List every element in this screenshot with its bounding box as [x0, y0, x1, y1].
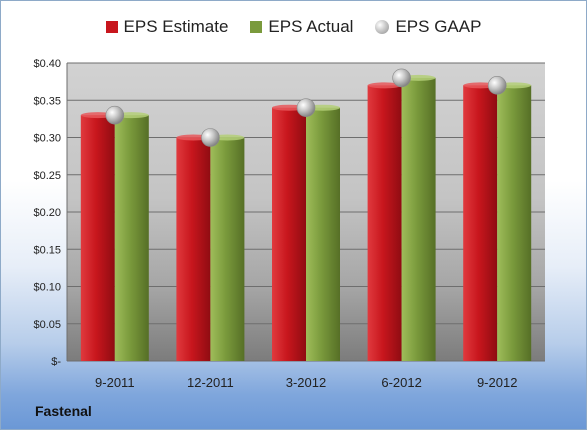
bar-eps-estimate-cap	[367, 82, 402, 89]
bar-eps-estimate	[176, 137, 211, 361]
legend-swatch-actual	[250, 21, 263, 33]
legend-label-gaap: EPS GAAP	[395, 17, 482, 36]
marker-eps-gaap	[296, 98, 316, 117]
legend-marker-gaap	[375, 20, 390, 34]
bars	[80, 74, 532, 362]
y-tick-label: $0.35	[33, 95, 61, 107]
bar-eps-actual	[114, 115, 149, 362]
x-axis-ticks: 9-2011 12-2011 3-2012 6-2012 9-2012	[95, 375, 517, 390]
y-tick-label: $0.20	[33, 207, 61, 219]
legend-swatch-estimate	[105, 21, 118, 33]
bar-eps-actual	[210, 137, 245, 361]
bar-eps-actual	[497, 85, 532, 361]
y-tick-label: $0.15	[33, 244, 61, 256]
y-axis-ticks: $- $0.05 $0.10 $0.15 $0.20 $0.25 $0.30 $0.35 $0.…	[33, 58, 61, 368]
x-tick-label: 9-2012	[477, 375, 517, 390]
legend: EPS Estimate EPS Actual EPS GAAP	[1, 17, 586, 37]
legend-item-estimate: EPS Estimate	[105, 17, 229, 37]
y-tick-label: $0.40	[33, 58, 61, 70]
y-tick-label: $0.10	[33, 282, 61, 294]
company-name: Fastenal	[35, 403, 92, 419]
bar-eps-estimate	[463, 85, 498, 361]
y-tick-label: $0.30	[33, 133, 61, 145]
y-tick-label: $0.05	[33, 319, 61, 331]
x-tick-label: 6-2012	[381, 375, 421, 390]
marker-eps-gaap	[105, 105, 125, 125]
y-tick-label: $-	[51, 356, 61, 368]
legend-label-actual: EPS Actual	[268, 17, 354, 36]
x-tick-label: 12-2011	[187, 375, 234, 390]
marker-eps-gaap	[201, 128, 220, 147]
gaap-markers	[105, 68, 507, 147]
legend-label-estimate: EPS Estimate	[123, 17, 229, 36]
legend-item-actual: EPS Actual	[250, 17, 353, 37]
y-tick-label: $0.25	[33, 170, 61, 182]
marker-eps-gaap	[392, 68, 411, 88]
x-tick-label: 9-2011	[95, 375, 135, 390]
bar-eps-estimate	[80, 115, 115, 362]
x-tick-label: 3-2012	[286, 375, 326, 390]
marker-eps-gaap	[487, 76, 507, 95]
bar-eps-estimate	[272, 107, 306, 361]
bar-eps-estimate	[367, 85, 402, 361]
bar-eps-actual	[306, 107, 340, 361]
legend-item-gaap: EPS GAAP	[375, 17, 481, 37]
bar-eps-actual	[401, 77, 436, 362]
